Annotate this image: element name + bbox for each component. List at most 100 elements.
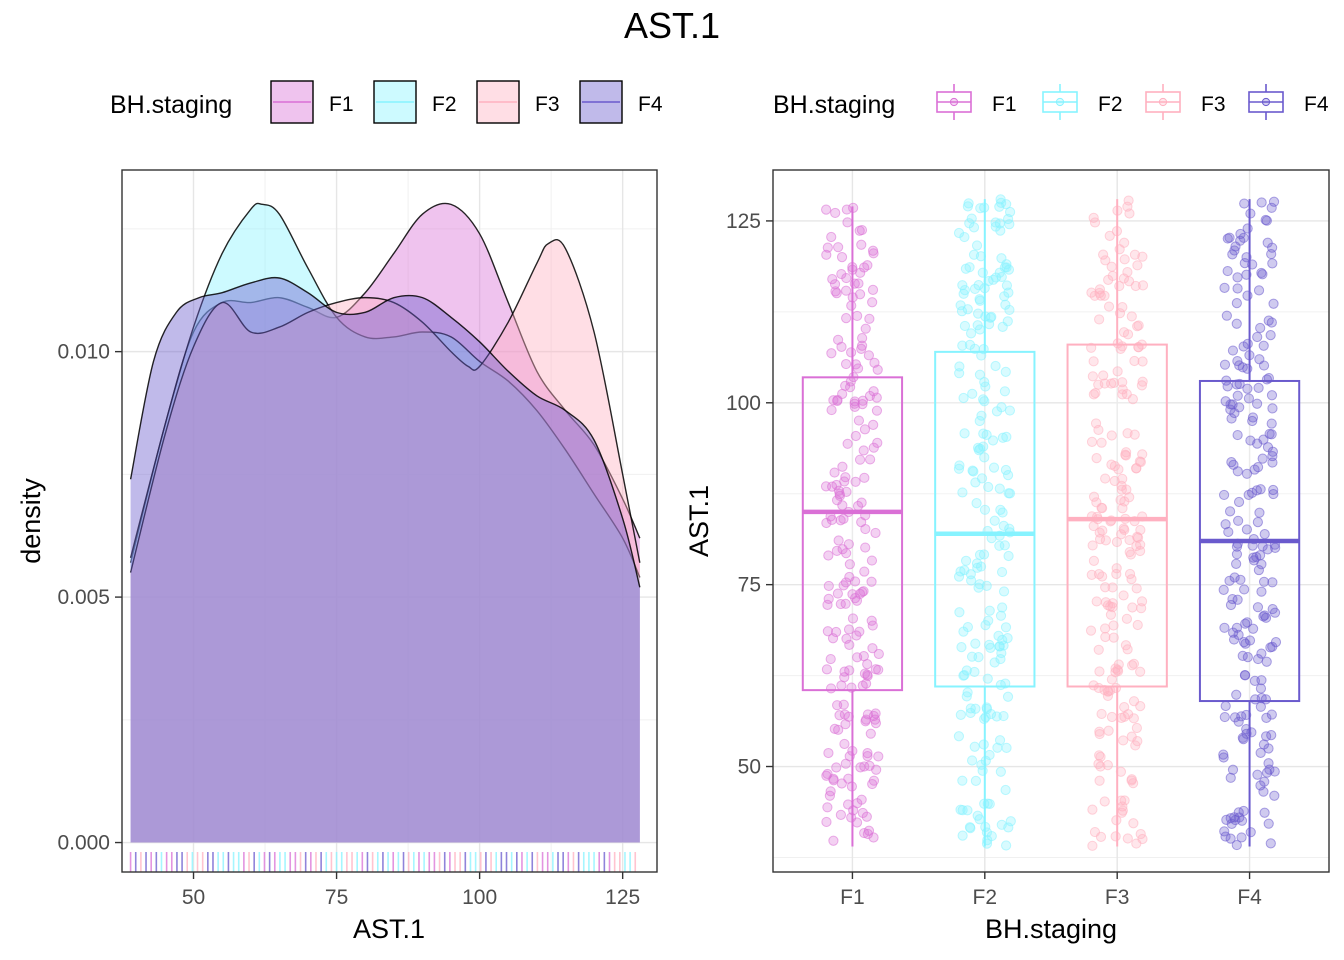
jitter-point-f3 <box>1113 659 1124 670</box>
jitter-point-f3 <box>1122 329 1134 340</box>
jitter-point-f3 <box>1087 804 1098 815</box>
jitter-point-f3 <box>1088 555 1100 566</box>
jitter-point-f2 <box>999 386 1010 397</box>
jitter-point-f1 <box>859 761 870 772</box>
jitter-point-f4 <box>1238 232 1249 243</box>
jitter-point-f3 <box>1087 540 1098 551</box>
legend-right-key-point-f3 <box>1158 97 1168 107</box>
density-rug <box>129 852 637 872</box>
jitter-point-f2 <box>984 749 995 761</box>
jitter-point-f3 <box>1124 546 1135 558</box>
jitter-point-f4 <box>1229 245 1240 256</box>
jitter-point-f1 <box>823 747 834 759</box>
boxplot-x-axis: F1 F2 F3 F4 <box>840 872 1262 909</box>
jitter-point-f3 <box>1097 525 1108 536</box>
jitter-point-f2 <box>996 647 1007 659</box>
jitter-point-f2 <box>1002 470 1014 481</box>
jitter-point-f3 <box>1112 205 1123 216</box>
density-x-tick-label: 100 <box>462 886 497 909</box>
jitter-point-f2 <box>981 702 992 713</box>
jitter-point-f4 <box>1259 529 1270 540</box>
jitter-point-f1 <box>846 347 857 358</box>
jitter-point-f1 <box>856 794 867 805</box>
legend-left-label-f1: F1 <box>329 93 354 116</box>
jitter-point-f4 <box>1267 258 1278 269</box>
jitter-point-f4 <box>1251 485 1262 496</box>
jitter-point-f4 <box>1255 550 1266 561</box>
jitter-point-f3 <box>1105 516 1116 527</box>
jitter-point-f3 <box>1106 459 1117 470</box>
jitter-point-f2 <box>960 555 972 566</box>
jitter-point-f3 <box>1098 370 1109 381</box>
jitter-point-f2 <box>978 428 989 439</box>
jitter-point-f2 <box>975 203 986 214</box>
jitter-point-f4 <box>1254 507 1265 518</box>
jitter-point-f2 <box>1004 527 1016 538</box>
jitter-point-f1 <box>857 680 868 691</box>
jitter-point-f2 <box>998 520 1009 532</box>
jitter-point-f3 <box>1128 818 1139 829</box>
jitter-point-f3 <box>1093 569 1105 580</box>
jitter-point-f2 <box>959 231 970 243</box>
jitter-point-f1 <box>871 392 882 403</box>
jitter-point-f2 <box>1004 405 1016 416</box>
jitter-point-f4 <box>1219 826 1230 837</box>
jitter-point-f2 <box>965 707 976 719</box>
jitter-point-f3 <box>1094 314 1105 325</box>
jitter-point-f2 <box>969 741 980 752</box>
jitter-point-f1 <box>821 770 832 781</box>
jitter-point-f2 <box>1000 366 1011 378</box>
jitter-point-f2 <box>992 742 1003 753</box>
jitter-point-f3 <box>1088 680 1099 691</box>
jitter-point-f1 <box>822 802 833 813</box>
jitter-point-f2 <box>959 428 970 439</box>
jitter-point-f1 <box>843 506 854 518</box>
jitter-point-f4 <box>1252 517 1263 528</box>
jitter-point-f1 <box>841 204 852 215</box>
jitter-point-f2 <box>958 670 969 681</box>
jitter-point-f3 <box>1127 660 1138 671</box>
jitter-point-f1 <box>873 648 884 660</box>
jitter-point-f2 <box>1002 691 1014 702</box>
jitter-point-f4 <box>1242 290 1253 301</box>
jitter-point-f4 <box>1229 407 1240 419</box>
jitter-point-f2 <box>959 565 970 576</box>
jitter-point-f4 <box>1261 374 1273 385</box>
jitter-point-f2 <box>995 766 1006 777</box>
legend-left-keys: F1 F2 F3 F4 <box>270 80 663 124</box>
jitter-point-f2 <box>970 638 981 649</box>
jitter-point-f3 <box>1121 447 1132 458</box>
jitter-point-f1 <box>851 595 863 606</box>
jitter-point-f2 <box>1000 784 1011 796</box>
jitter-point-f2 <box>995 504 1006 515</box>
jitter-point-f4 <box>1255 322 1266 334</box>
jitter-point-f1 <box>828 395 839 406</box>
jitter-point-f1 <box>859 262 870 273</box>
jitter-point-f3 <box>1122 644 1133 655</box>
jitter-point-f4 <box>1256 648 1267 659</box>
jitter-point-f3 <box>1093 682 1104 694</box>
jitter-point-f2 <box>953 731 965 742</box>
density-panel-border <box>121 169 658 873</box>
jitter-point-f3 <box>1111 563 1122 574</box>
jitter-point-f4 <box>1239 198 1250 209</box>
jitter-point-f2 <box>972 810 983 821</box>
jitter-point-f3 <box>1122 428 1133 439</box>
jitter-point-f3 <box>1136 596 1148 607</box>
jitter-point-f4 <box>1249 675 1261 686</box>
box-f3 <box>1066 343 1168 688</box>
jitter-point-f4 <box>1237 732 1248 743</box>
jitter-point-f3 <box>1100 535 1111 546</box>
jitter-point-f1 <box>868 419 879 430</box>
jitter-point-f1 <box>847 613 859 624</box>
jitter-point-f1 <box>832 700 843 711</box>
jitter-point-f1 <box>841 548 852 559</box>
jitter-point-f4 <box>1261 712 1272 724</box>
jitter-point-f3 <box>1087 840 1098 851</box>
jitter-point-f1 <box>867 643 878 654</box>
jitter-point-f2 <box>968 466 979 477</box>
jitter-point-f4 <box>1250 694 1261 705</box>
jitter-point-f2 <box>969 283 981 295</box>
jitter-point-f3 <box>1108 377 1120 388</box>
jitter-point-f3 <box>1107 601 1118 613</box>
